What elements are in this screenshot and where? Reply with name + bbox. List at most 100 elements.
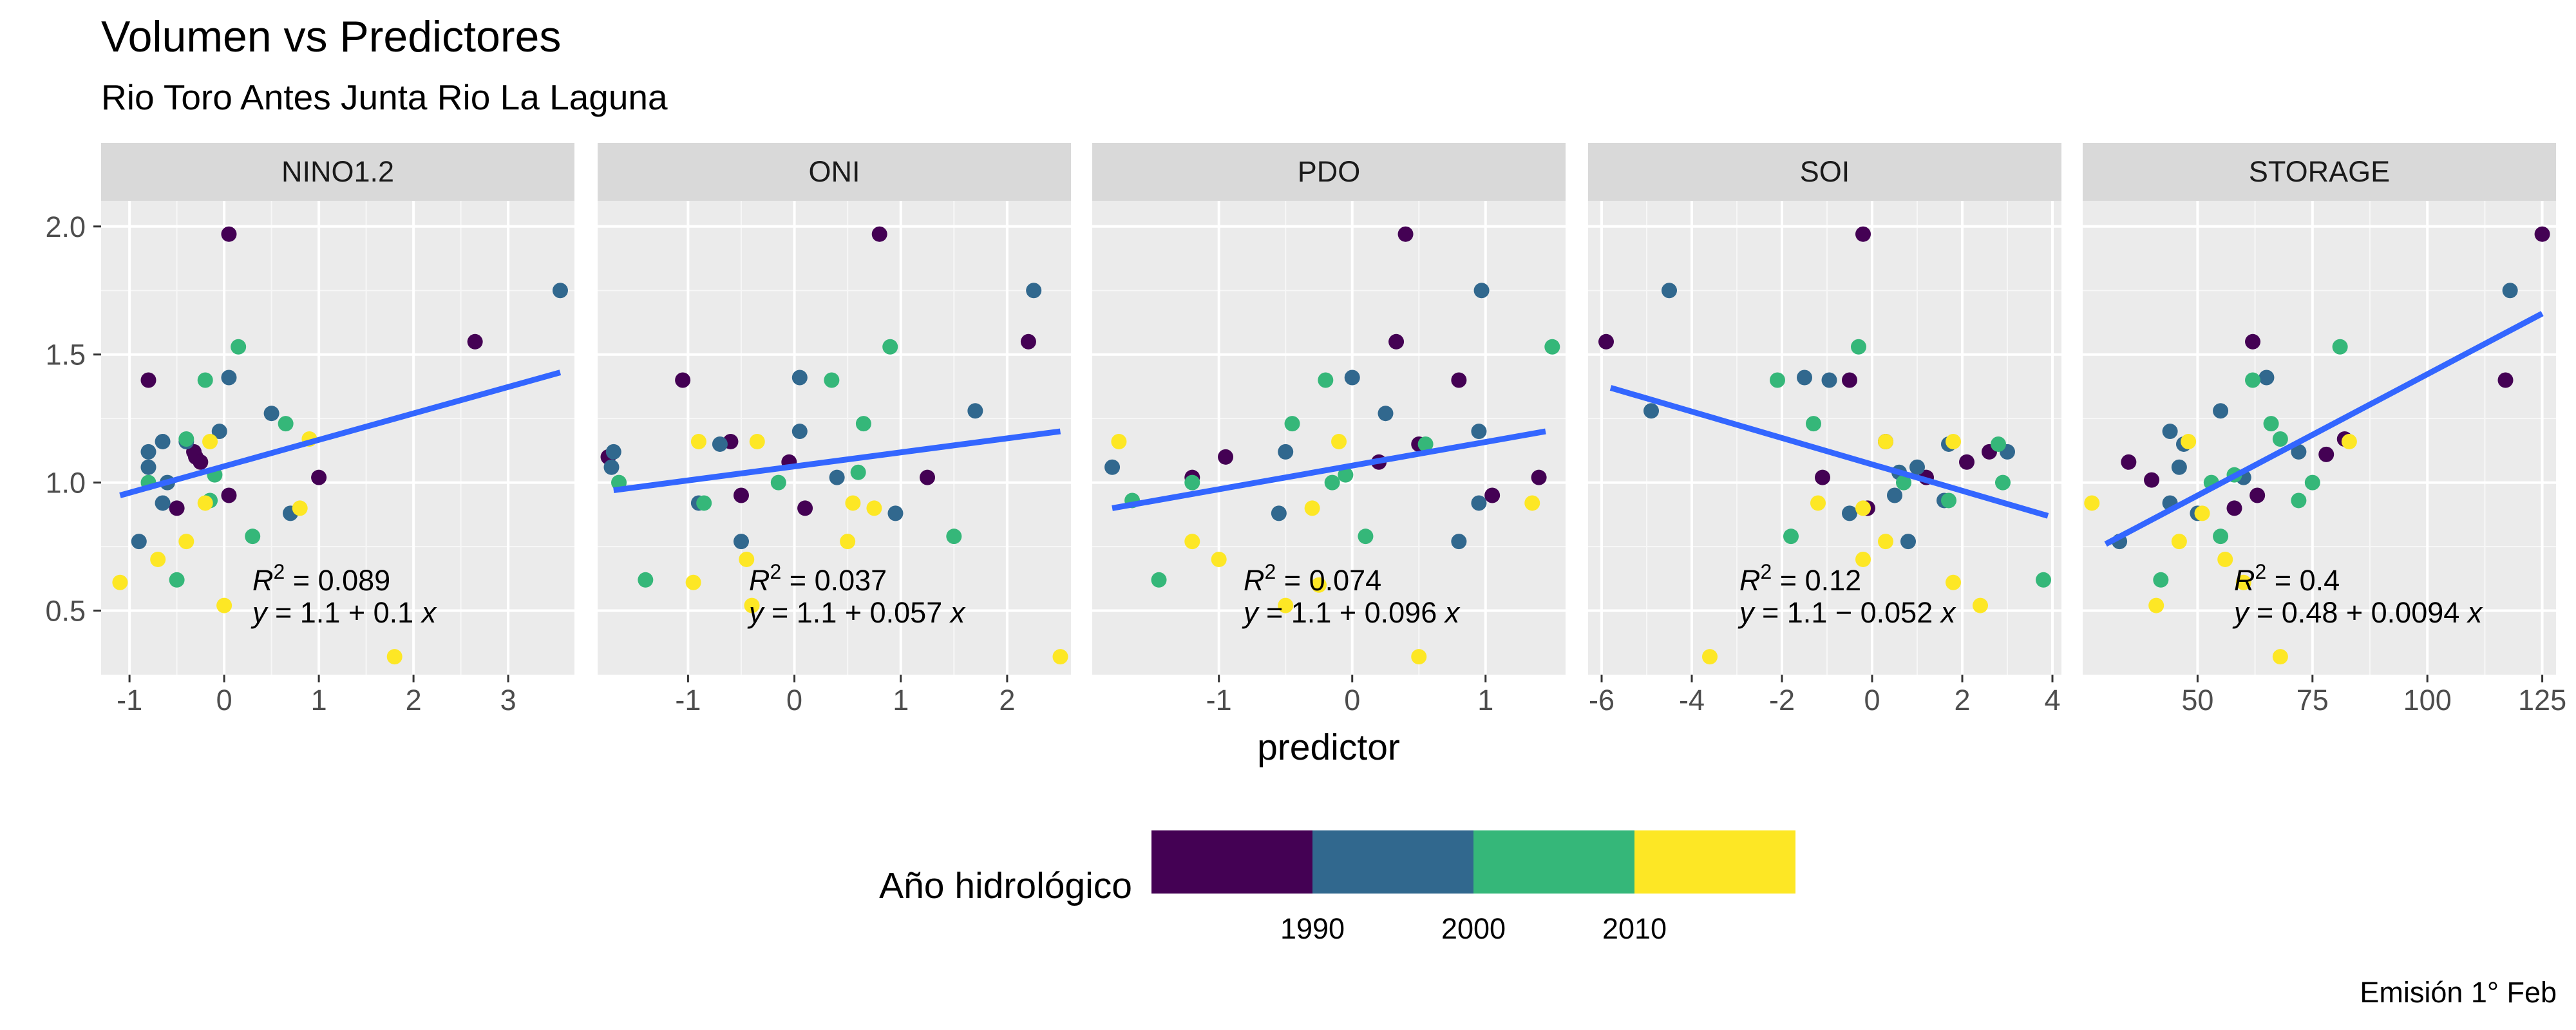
y-tick-label: 0.5 [45,595,86,628]
x-tick-label: 50 [2181,684,2213,716]
data-point [1278,444,1294,460]
x-tick-label: -2 [1769,684,1795,716]
data-point [1451,372,1467,388]
data-point [1417,436,1434,452]
data-point [1702,649,1718,665]
x-tick-label: -1 [1206,684,1232,716]
data-point [749,433,765,449]
chart-title: Volumen vs Predictores [101,12,561,61]
x-tick-label: 1 [311,684,327,716]
data-point [1473,283,1490,299]
data-point [1524,495,1540,511]
x-tick-label: 2 [1954,684,1970,716]
caption: Emisión 1° Feb [2360,976,2557,1009]
data-point [155,495,171,511]
facet-strip [2083,143,2556,201]
equation-label: y = 0.48 + 0.0094 x [2232,596,2483,629]
data-point [1946,574,1961,590]
x-tick-label: 0 [1864,684,1880,716]
data-point [1388,333,1405,350]
data-point [2181,433,2197,449]
data-point [1318,372,1334,388]
data-point [791,424,808,440]
data-point [1218,449,1234,465]
data-point [221,487,237,503]
x-tick-label: 0 [1344,684,1360,716]
data-point [1810,495,1826,511]
data-point [169,572,185,588]
data-point [2245,372,2261,388]
data-point [2235,574,2251,590]
data-point [638,572,654,588]
data-point [1909,459,1925,475]
data-point [840,534,856,550]
r-squared-label: R2 = 0.074 [1244,560,1381,597]
data-point [1531,469,1547,485]
data-point [2162,424,2178,440]
data-point [1855,500,1871,516]
data-point [2534,226,2550,242]
data-point [1959,454,1975,470]
data-point [2213,529,2229,545]
data-point [824,372,840,388]
data-point [1104,459,1121,475]
data-point [245,529,261,545]
data-point [1471,424,1487,440]
data-point [1842,372,1857,388]
data-point [733,487,749,503]
legend-color-swatch [1151,830,1312,894]
data-point [169,500,185,516]
data-point [178,431,194,447]
y-tick-label: 1.0 [45,467,86,500]
data-point [150,551,166,567]
y-tick-label: 1.5 [45,339,86,371]
x-tick-label: 0 [216,684,232,716]
data-point [2084,495,2100,511]
x-tick-label: 0 [786,684,802,716]
data-point [131,534,147,550]
data-point [1184,474,1200,491]
data-point [2291,444,2307,460]
data-point [1887,487,1902,503]
data-point [603,459,620,475]
equation-label: y = 1.1 + 0.057 x [747,596,966,629]
facet-strip-label: PDO [1298,155,1361,188]
data-point [211,424,227,440]
data-point [1331,433,1347,449]
data-point [2272,649,2288,665]
facet-panel: SOI -6 -4 -2 0 2 4 R2 = 0.12y = 1.1 − 0.052 x [1588,143,2061,716]
x-tick-label: 1 [1477,684,1493,716]
x-tick-label: 4 [2044,684,2060,716]
data-point [278,416,294,432]
data-point [311,469,327,485]
data-point [2194,505,2210,521]
data-point [855,416,871,432]
data-point [1311,577,1327,593]
data-point [605,444,621,460]
data-point [1338,467,1354,483]
data-point [2226,500,2242,516]
x-tick-label: -6 [1589,684,1615,716]
facet-panel: STORAGE 50 75 100 125 R2 = 0.4y = 0.48 + 0.00… [2083,143,2566,716]
data-point [712,436,728,452]
data-point [1211,551,1227,567]
data-point [197,372,213,388]
data-point [1471,495,1487,511]
data-point [1378,406,1394,422]
data-point [845,495,861,511]
r-squared-label: R2 = 0.089 [252,560,390,597]
data-point [1052,649,1068,665]
facet-strip-label: ONI [808,155,860,188]
equation-label: y = 1.1 + 0.1 x [251,596,437,629]
data-point [744,597,760,613]
data-point [1851,339,1866,355]
data-point [1991,436,2006,452]
data-point [2502,283,2518,299]
data-point [2036,572,2051,588]
data-point [1973,597,1988,613]
regression-line [1609,385,2049,519]
legend-color-swatch [1312,830,1473,894]
data-point [1358,529,1374,545]
data-point [1842,505,1857,521]
